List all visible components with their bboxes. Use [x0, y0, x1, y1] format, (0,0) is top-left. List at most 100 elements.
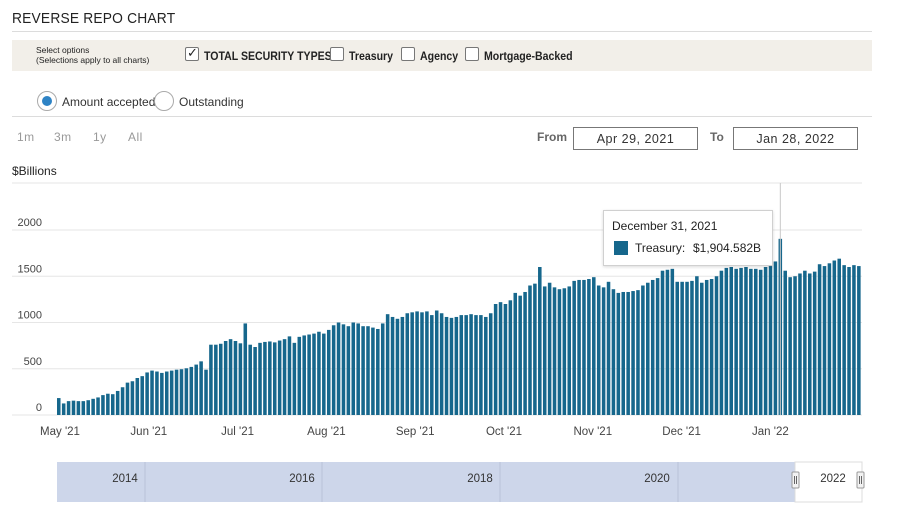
bar[interactable] [96, 397, 100, 415]
bar[interactable] [695, 276, 699, 415]
bar[interactable] [484, 316, 488, 415]
bar[interactable] [110, 394, 115, 415]
bar[interactable] [209, 344, 213, 415]
bar[interactable] [690, 280, 694, 416]
bar[interactable] [106, 393, 110, 415]
bar[interactable] [714, 276, 719, 415]
bar[interactable] [464, 315, 468, 415]
bar[interactable] [268, 341, 272, 415]
bar[interactable] [155, 371, 159, 415]
bar[interactable] [120, 387, 125, 415]
bar[interactable] [174, 369, 179, 415]
bar[interactable] [125, 382, 130, 416]
bar[interactable] [287, 336, 292, 416]
bar[interactable] [76, 401, 81, 416]
bar[interactable] [773, 261, 778, 415]
bar[interactable] [660, 270, 665, 415]
bar[interactable] [150, 370, 154, 415]
bar[interactable] [218, 343, 223, 415]
bar[interactable] [675, 281, 680, 415]
bar[interactable] [498, 302, 503, 415]
bar[interactable] [842, 265, 846, 415]
bar[interactable] [641, 285, 645, 416]
bar[interactable] [655, 278, 660, 415]
bar[interactable] [135, 378, 140, 415]
bar[interactable] [798, 273, 802, 415]
bar[interactable] [592, 277, 596, 415]
bar[interactable] [857, 266, 861, 415]
bar[interactable] [160, 372, 164, 415]
bar[interactable] [101, 395, 105, 415]
bar[interactable] [812, 271, 817, 416]
bar[interactable] [685, 281, 689, 415]
bar[interactable] [376, 328, 380, 415]
navigator-left-handle[interactable] [791, 471, 800, 489]
bar[interactable] [577, 279, 581, 415]
bar[interactable] [331, 325, 336, 415]
bar[interactable] [130, 381, 135, 415]
bar[interactable] [793, 276, 797, 415]
bar[interactable] [749, 268, 753, 415]
bar[interactable] [704, 279, 709, 415]
bar[interactable] [233, 341, 238, 415]
bar[interactable] [523, 291, 527, 415]
bar[interactable] [66, 401, 71, 416]
bar[interactable] [700, 282, 704, 415]
bar[interactable] [827, 263, 832, 415]
bar[interactable] [61, 403, 66, 415]
bar[interactable] [263, 341, 267, 415]
bar[interactable] [86, 400, 90, 415]
bar[interactable] [282, 339, 287, 415]
treasury-label[interactable]: Treasury [349, 49, 394, 63]
bar[interactable] [214, 344, 218, 415]
bar[interactable] [503, 304, 508, 415]
bar[interactable] [562, 288, 567, 415]
bar[interactable] [199, 361, 203, 415]
bar[interactable] [380, 323, 385, 415]
mortgage-backed-label[interactable]: Mortgage-Backed [484, 49, 573, 63]
bar[interactable] [71, 400, 76, 415]
bar[interactable] [493, 304, 498, 415]
bar[interactable] [739, 267, 743, 415]
range-all-button[interactable]: All [128, 130, 143, 144]
bar[interactable] [729, 267, 733, 415]
bar[interactable] [410, 312, 414, 415]
bar[interactable] [758, 269, 763, 415]
bar[interactable] [57, 398, 61, 415]
mortgage-backed-checkbox[interactable] [465, 47, 479, 61]
navigator-right-handle[interactable] [856, 471, 865, 489]
bar[interactable] [768, 266, 773, 415]
range-3m-button[interactable]: 3m [54, 130, 72, 144]
bar[interactable] [724, 267, 729, 415]
bar[interactable] [307, 334, 311, 415]
bar[interactable] [145, 372, 149, 415]
bar[interactable] [680, 281, 684, 415]
bar[interactable] [508, 300, 513, 415]
bar[interactable] [439, 313, 444, 415]
bar[interactable] [371, 327, 375, 415]
bar[interactable] [434, 310, 439, 415]
bar[interactable] [361, 326, 365, 415]
bar[interactable] [557, 289, 562, 415]
navigator[interactable]: 2014 2016 2018 2020 2022 [57, 461, 865, 503]
to-date-input[interactable] [733, 127, 858, 150]
bar[interactable] [322, 333, 326, 415]
bar[interactable] [631, 291, 635, 415]
bar[interactable] [852, 265, 856, 415]
amount-accepted-label[interactable]: Amount accepted [62, 95, 156, 109]
bar[interactable] [415, 311, 419, 415]
bar[interactable] [258, 342, 262, 415]
bar[interactable] [405, 313, 410, 415]
bar[interactable] [552, 287, 557, 415]
bar[interactable] [533, 283, 537, 415]
bar[interactable] [385, 314, 390, 415]
bar[interactable] [616, 292, 621, 415]
bar[interactable] [837, 258, 841, 415]
bar[interactable] [297, 336, 302, 415]
bar[interactable] [754, 268, 758, 415]
bar[interactable] [253, 347, 257, 415]
bar[interactable] [709, 279, 714, 415]
bar[interactable] [184, 368, 189, 415]
range-1m-button[interactable]: 1m [17, 130, 35, 144]
